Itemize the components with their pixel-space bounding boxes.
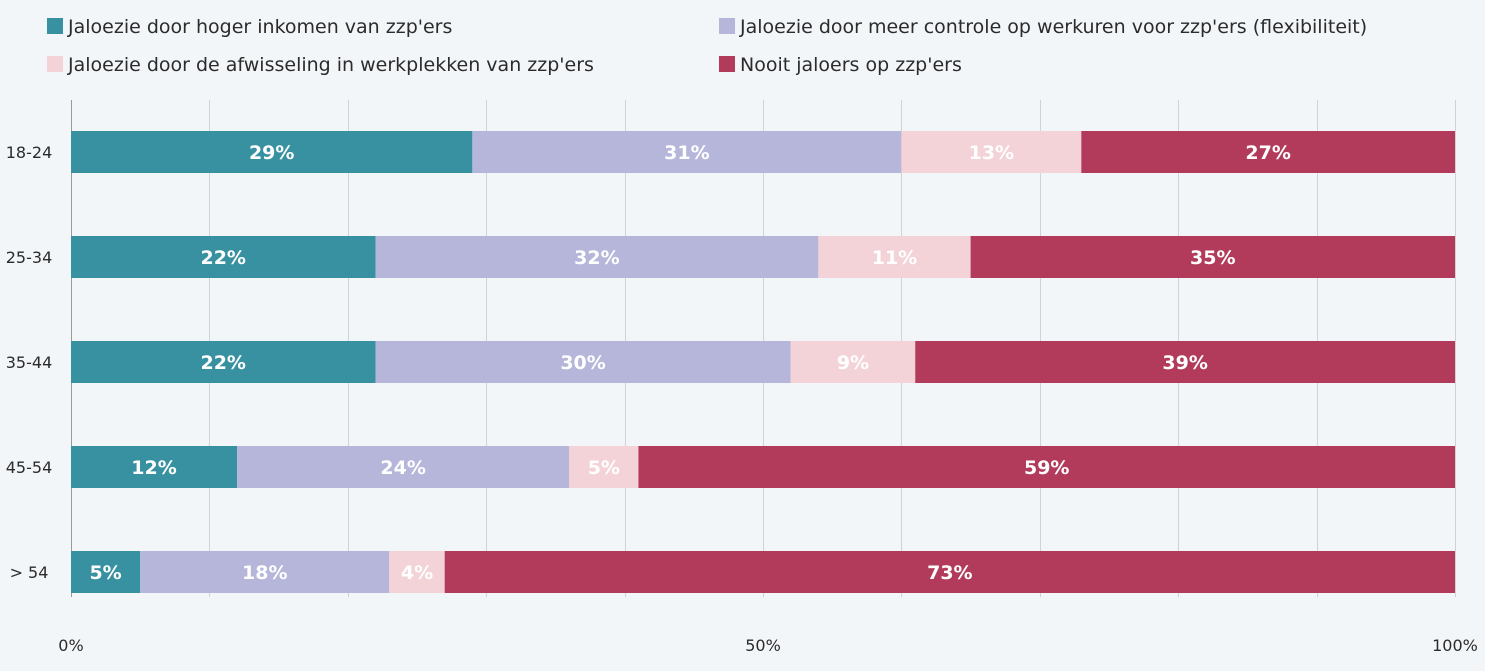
legend-item: Jaloezie door de afwisseling in werkplek… <box>47 54 594 76</box>
data-label: 39% <box>1162 352 1207 374</box>
data-label: 32% <box>574 247 619 269</box>
data-label: 24% <box>380 457 425 479</box>
data-label: 13% <box>969 142 1014 164</box>
bar-segment <box>71 236 376 278</box>
bar-segment <box>389 551 445 593</box>
legend-label: Nooit jaloers op zzp'ers <box>740 54 962 76</box>
bar-segment <box>71 446 238 488</box>
category-label: 45-54 <box>6 458 53 477</box>
data-label: 59% <box>1024 457 1069 479</box>
x-tick-label: 50% <box>745 636 781 655</box>
bar-segment <box>237 446 570 488</box>
bar-segment <box>375 341 791 383</box>
data-label: 22% <box>200 247 245 269</box>
data-label: 4% <box>401 562 433 584</box>
legend-label: Jaloezie door meer controle op werkuren … <box>739 16 1367 38</box>
category-labels: 18-24 25-34 35-44 45-54 > 54 <box>6 143 53 582</box>
bar-segment <box>375 236 819 278</box>
bar-row: 29% 31% 13% 27% <box>71 131 1455 173</box>
bar-segment <box>472 131 902 173</box>
data-label: 9% <box>837 352 869 374</box>
bar-row: 5% 18% 4% 73% <box>71 551 1455 593</box>
bar-segment <box>71 341 376 383</box>
bar-row: 12% 24% 5% 59% <box>71 446 1455 488</box>
bar-segment <box>444 551 1455 593</box>
bar-segment <box>638 446 1455 488</box>
data-label: 5% <box>89 562 121 584</box>
bar-row: 22% 32% 11% 35% <box>71 236 1455 278</box>
bar-segment <box>915 341 1455 383</box>
legend-swatch <box>47 18 63 34</box>
legend-item: Nooit jaloers op zzp'ers <box>719 54 962 76</box>
data-label: 29% <box>249 142 294 164</box>
legend-swatch <box>719 56 735 72</box>
x-tick-label: 100% <box>1432 636 1478 655</box>
data-label: 22% <box>200 352 245 374</box>
data-label: 5% <box>588 457 620 479</box>
data-label: 18% <box>242 562 287 584</box>
data-label: 35% <box>1190 247 1235 269</box>
bars: 29% 31% 13% 27% 22% 32% 11% 35% 22% 30% 9% 39% 12% 24… <box>71 131 1455 593</box>
bar-segment <box>970 236 1455 278</box>
category-label: > 54 <box>10 563 49 582</box>
x-axis-ticks: 0% 50% 100% <box>58 636 1478 655</box>
data-label: 31% <box>664 142 709 164</box>
bar-segment <box>1081 131 1455 173</box>
category-label: 35-44 <box>6 353 53 372</box>
legend-swatch <box>47 56 63 72</box>
data-label: 27% <box>1245 142 1290 164</box>
legend-item: Jaloezie door meer controle op werkuren … <box>719 16 1367 38</box>
legend-label: Jaloezie door de afwisseling in werkplek… <box>67 54 594 76</box>
data-label: 73% <box>927 562 972 584</box>
bar-segment <box>818 236 971 278</box>
bar-segment <box>790 341 916 383</box>
legend-swatch <box>719 18 735 34</box>
data-label: 12% <box>131 457 176 479</box>
legend: Jaloezie door hoger inkomen van zzp'ers J… <box>47 16 1367 76</box>
bar-row: 22% 30% 9% 39% <box>71 341 1455 383</box>
bar-segment <box>569 446 639 488</box>
bar-segment <box>71 551 141 593</box>
category-label: 18-24 <box>6 143 53 162</box>
data-label: 11% <box>872 247 917 269</box>
bar-segment <box>71 131 473 173</box>
data-label: 30% <box>560 352 605 374</box>
legend-label: Jaloezie door hoger inkomen van zzp'ers <box>67 16 452 38</box>
legend-item: Jaloezie door hoger inkomen van zzp'ers <box>47 16 452 38</box>
x-tick-label: 0% <box>58 636 83 655</box>
category-label: 25-34 <box>6 248 53 267</box>
bar-segment <box>140 551 390 593</box>
bar-segment <box>901 131 1082 173</box>
